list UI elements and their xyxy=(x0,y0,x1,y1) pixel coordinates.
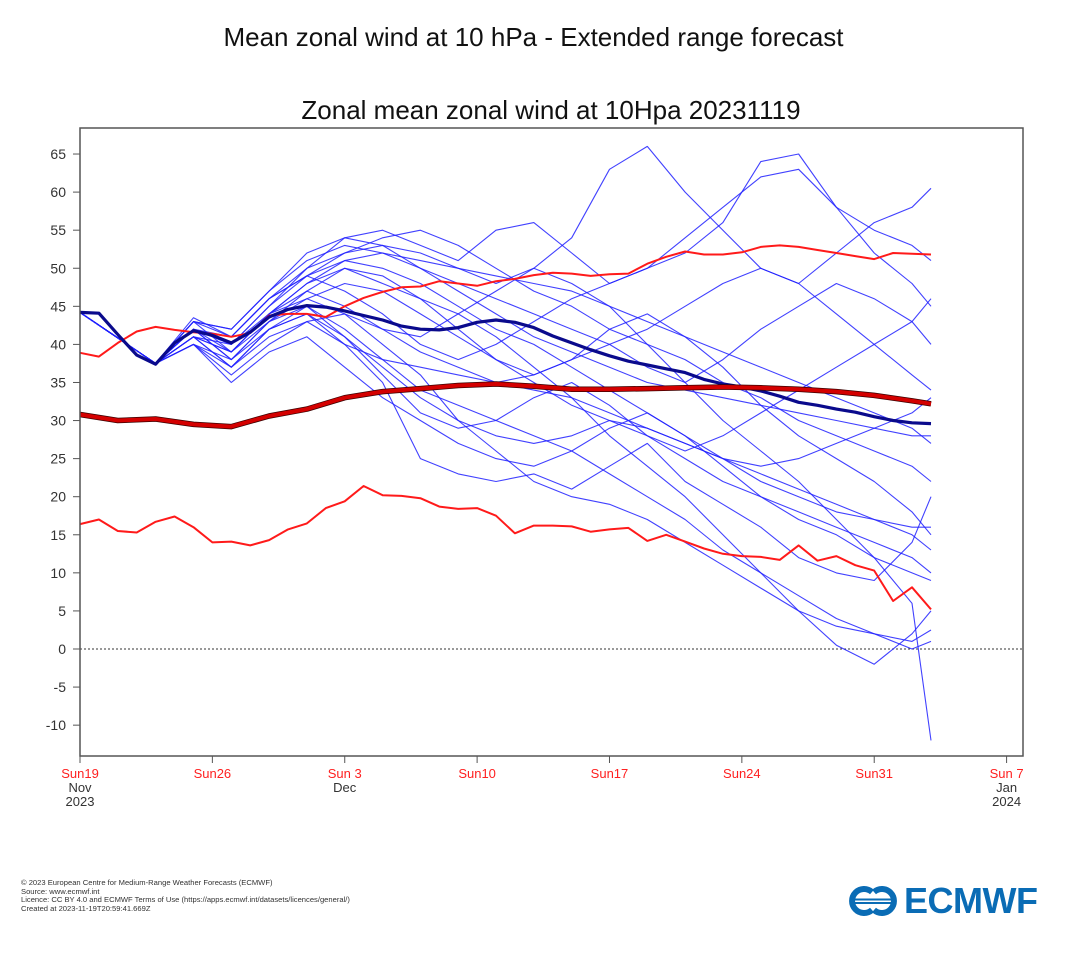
x-tick-year: 2024 xyxy=(992,794,1021,809)
series-member-19 xyxy=(79,311,932,467)
x-tick-month: Jan xyxy=(996,780,1017,795)
y-tick-label: 15 xyxy=(50,527,66,543)
copyright-text: © 2023 European Centre for Medium-Range … xyxy=(21,878,273,887)
series-climatology-max xyxy=(79,244,932,358)
series-member-15 xyxy=(79,267,932,391)
series-climatology-min xyxy=(79,485,932,611)
series-member-20 xyxy=(79,237,931,437)
series-climatology-mean xyxy=(79,382,932,429)
y-tick-label: 25 xyxy=(50,451,66,467)
y-tick-label: 50 xyxy=(50,260,66,276)
y-tick-label: 65 xyxy=(50,146,66,162)
y-tick-label: 45 xyxy=(50,298,66,314)
footer: © 2023 European Centre for Medium-Range … xyxy=(21,878,350,913)
y-tick-label: -10 xyxy=(46,717,66,733)
ecmwf-logo: ECMWF xyxy=(848,880,1038,922)
series-member-16 xyxy=(79,260,931,528)
x-tick-label: Sun10 xyxy=(458,766,496,781)
page-title: Mean zonal wind at 10 hPa - Extended ran… xyxy=(223,22,844,52)
plot-frame xyxy=(79,127,1024,757)
series-member-01 xyxy=(79,145,932,364)
chart: Zonal mean zonal wind at 10Hpa 20231119 … xyxy=(46,95,1024,809)
y-tick-label: -5 xyxy=(54,679,67,695)
x-tick-label: Sun 7 xyxy=(990,766,1024,781)
logo-text: ECMWF xyxy=(904,880,1038,921)
x-tick-label: Sun26 xyxy=(194,766,232,781)
licence-text: Licence: CC BY 4.0 and ECMWF Terms of Us… xyxy=(21,895,350,905)
y-tick-label: 30 xyxy=(50,413,66,429)
series-member-08 xyxy=(79,305,932,650)
y-tick-label: 10 xyxy=(50,565,66,581)
x-tick-label: Sun19 xyxy=(61,766,99,781)
series-member-13 xyxy=(79,311,932,574)
y-tick-label: 55 xyxy=(50,222,66,238)
x-tick-label: Sun 3 xyxy=(328,766,362,781)
ecmwf-logo-icon xyxy=(849,886,897,916)
series-member-07 xyxy=(79,244,932,384)
y-tick-label: 35 xyxy=(50,374,66,390)
series-ensemble-mean xyxy=(79,304,932,426)
x-tick-month: Nov xyxy=(68,780,92,795)
series-member-10 xyxy=(79,153,932,364)
series-member-11 xyxy=(79,305,932,582)
chart-title: Zonal mean zonal wind at 10Hpa 20231119 xyxy=(301,95,800,125)
source-text: Source: www.ecmwf.int xyxy=(21,886,100,896)
plot-area xyxy=(79,145,1023,741)
created-text: Created at 2023-11-19T20:59:41.669Z xyxy=(21,903,151,913)
series-member-14 xyxy=(79,282,932,452)
series-member-17 xyxy=(79,311,932,551)
y-tick-label: 20 xyxy=(50,489,66,505)
y-tick-label: 60 xyxy=(50,184,66,200)
y-tick-label: 40 xyxy=(50,336,66,352)
y-tick-label: 5 xyxy=(58,603,66,619)
x-tick-month: Dec xyxy=(333,780,357,795)
axes: -10-505101520253035404550556065Sun19Nov2… xyxy=(46,146,1024,809)
y-tick-label: 0 xyxy=(58,641,66,657)
x-tick-label: Sun24 xyxy=(723,766,761,781)
x-tick-label: Sun31 xyxy=(855,766,893,781)
x-tick-label: Sun17 xyxy=(591,766,629,781)
x-tick-year: 2023 xyxy=(66,794,95,809)
